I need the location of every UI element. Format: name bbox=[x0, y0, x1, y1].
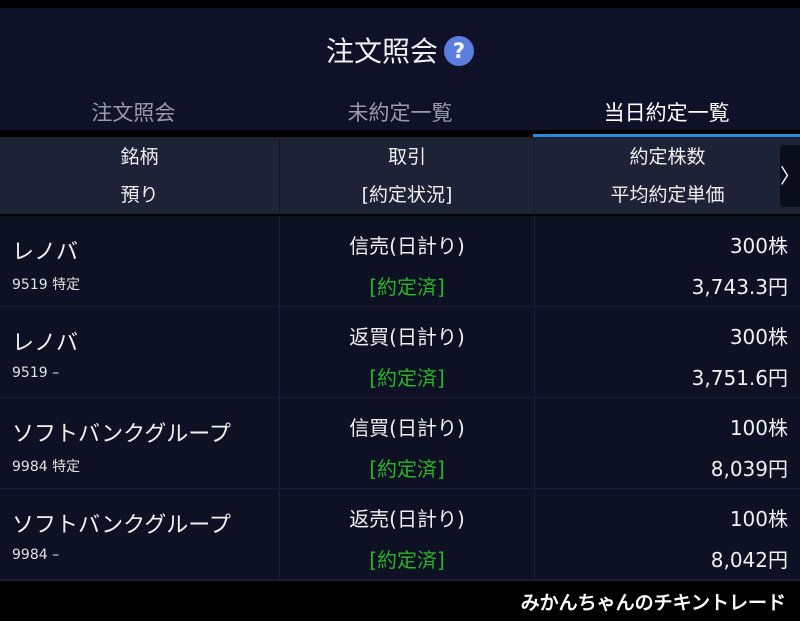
page-title: 注文照会? bbox=[0, 30, 800, 70]
cell-qty: 300株 3,751.6円 bbox=[535, 307, 800, 397]
header-symbol: 銘柄 預り bbox=[0, 137, 280, 214]
fill-status: [約定済] bbox=[369, 457, 445, 481]
filled-qty: 100株 bbox=[729, 507, 788, 531]
trade-type: 返買(日計り) bbox=[349, 325, 465, 349]
stock-code: 9984 – bbox=[12, 547, 60, 563]
tab-today-filled-list[interactable]: 当日約定一覧 bbox=[533, 93, 800, 138]
table-row[interactable]: ソフトバンクグループ 9984 – 返売(日計り) [約定済] 100株 8,042円 bbox=[0, 489, 800, 581]
cell-symbol: ソフトバンクグループ 9984 特定 bbox=[0, 398, 280, 488]
table-header: 銘柄預り 取引 [約定状況] 約定株数平均約定単価 〉 bbox=[0, 137, 800, 214]
header-status-label: [約定状況] bbox=[361, 184, 453, 206]
table-row[interactable]: レノバ 9519 – 返買(日計り) [約定済] 300株 3,751.6円 bbox=[0, 307, 800, 399]
filled-qty: 300株 bbox=[729, 325, 788, 349]
avg-price: 8,042円 bbox=[710, 548, 788, 572]
cell-trade: 返売(日計り) [約定済] bbox=[280, 489, 535, 579]
header: 注文照会? 注文照会 未約定一覧 当日約定一覧 bbox=[0, 8, 800, 137]
filled-qty: 300株 bbox=[729, 234, 788, 258]
stock-name: ソフトバンクグループ bbox=[12, 422, 231, 447]
watermark: みかんちゃんのチキントレード bbox=[520, 592, 786, 614]
stock-code: 9984 特定 bbox=[12, 459, 81, 475]
status-bar bbox=[0, 0, 800, 8]
cell-qty: 100株 8,039円 bbox=[535, 398, 800, 488]
fill-status: [約定済] bbox=[369, 366, 445, 390]
cell-trade: 返買(日計り) [約定済] bbox=[280, 307, 535, 397]
header-trade-label: 取引 bbox=[387, 146, 426, 168]
cell-symbol: ソフトバンクグループ 9984 – bbox=[0, 489, 280, 579]
stock-name: ソフトバンクグループ bbox=[12, 513, 231, 538]
header-price-label: 平均約定単価 bbox=[610, 184, 725, 206]
question-circle-icon[interactable]: ? bbox=[444, 36, 474, 66]
table-row[interactable]: ソフトバンクグループ 9984 特定 信買(日計り) [約定済] 100株 8,039… bbox=[0, 398, 800, 490]
avg-price: 3,743.3円 bbox=[691, 275, 788, 299]
fill-status: [約定済] bbox=[369, 275, 445, 299]
stock-code: 9519 特定 bbox=[12, 277, 81, 293]
table-row[interactable]: レノバ 9519 特定 信売(日計り) [約定済] 300株 3,743.3円 bbox=[0, 216, 800, 308]
cell-trade: 信売(日計り) [約定済] bbox=[280, 216, 535, 306]
header-custody-label: 預り bbox=[120, 184, 159, 206]
header-trade: 取引 [約定状況] bbox=[280, 137, 535, 214]
tab-order-inquiry[interactable]: 注文照会 bbox=[91, 101, 176, 125]
avg-price: 3,751.6円 bbox=[691, 366, 788, 390]
header-qty: 約定株数平均約定単価 bbox=[535, 137, 800, 214]
trade-type: 信売(日計り) bbox=[349, 234, 465, 258]
filled-qty: 100株 bbox=[729, 416, 788, 440]
header-qty-label: 約定株数 bbox=[629, 146, 706, 168]
fill-status: [約定済] bbox=[369, 548, 445, 572]
stock-name: レノバ bbox=[12, 240, 79, 265]
stock-name: レノバ bbox=[12, 331, 79, 356]
cell-symbol: レノバ 9519 特定 bbox=[0, 216, 280, 306]
page-title-text: 注文照会 bbox=[325, 35, 438, 68]
tab-bar: 注文照会 未約定一覧 当日約定一覧 bbox=[0, 93, 800, 138]
chevron-right-icon[interactable]: 〉 bbox=[780, 145, 800, 207]
cell-qty: 100株 8,042円 bbox=[535, 489, 800, 579]
trade-type: 返売(日計り) bbox=[349, 507, 465, 531]
tab-unfilled-list[interactable]: 未約定一覧 bbox=[347, 101, 453, 125]
stock-code: 9519 – bbox=[12, 365, 60, 381]
header-symbol-label: 銘柄 bbox=[120, 146, 159, 168]
avg-price: 8,039円 bbox=[710, 457, 788, 481]
cell-symbol: レノバ 9519 – bbox=[0, 307, 280, 397]
cell-qty: 300株 3,743.3円 bbox=[535, 216, 800, 306]
cell-trade: 信買(日計り) [約定済] bbox=[280, 398, 535, 488]
trade-type: 信買(日計り) bbox=[349, 416, 465, 440]
